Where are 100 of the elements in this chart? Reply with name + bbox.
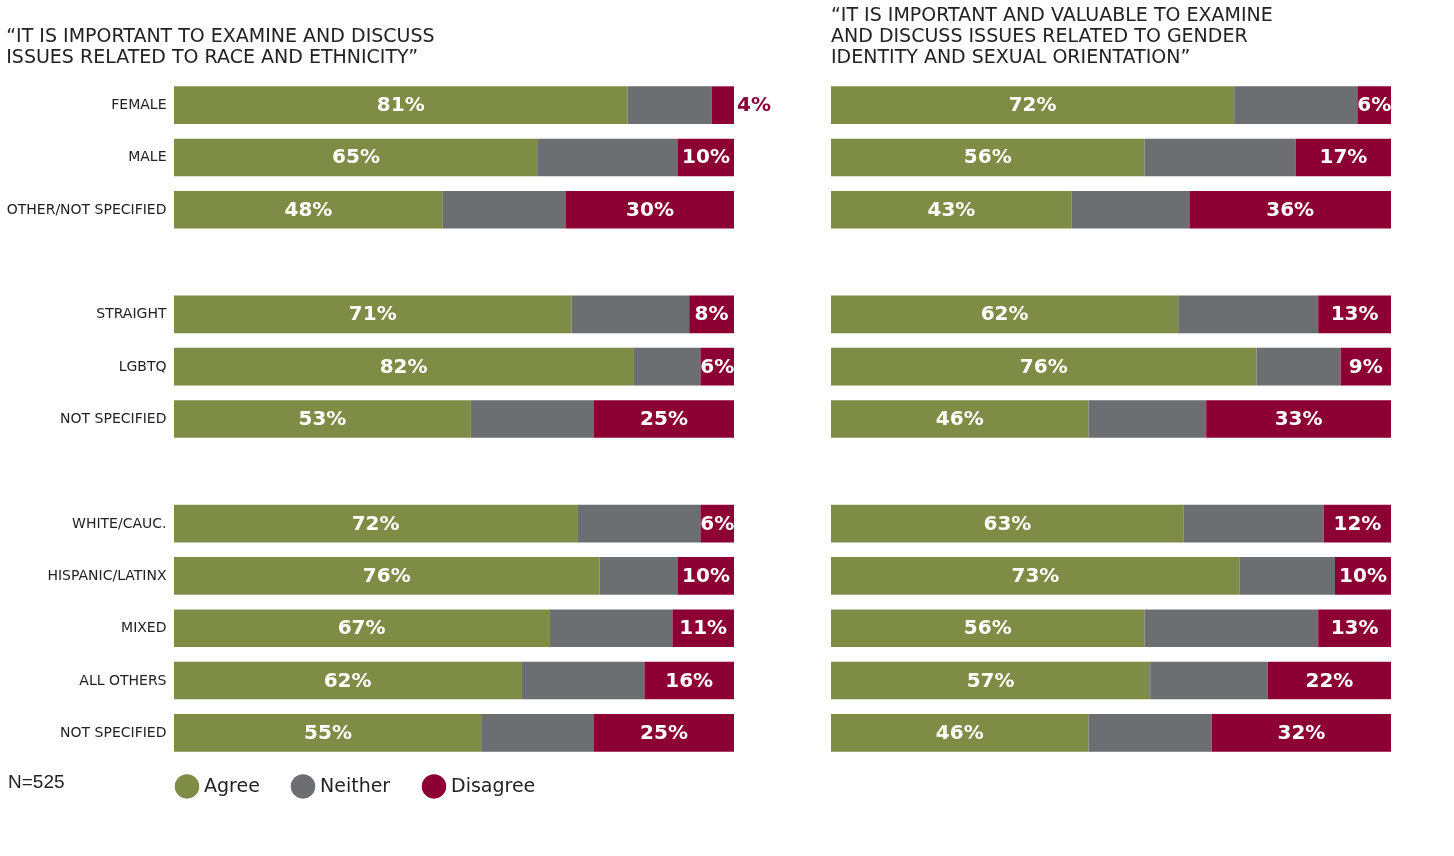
data-label: 4% <box>737 92 771 117</box>
data-label: 10% <box>682 562 730 587</box>
bar <box>174 86 628 124</box>
y-tick-label: LGBTQ <box>118 357 167 374</box>
bar <box>594 400 734 438</box>
bar <box>174 138 538 177</box>
bar <box>711 86 734 124</box>
data-label: 13% <box>1330 301 1379 326</box>
bar <box>1211 714 1391 752</box>
chart-title: “IT IS IMPORTANT TO EXAMINE AND DISCUSS ISSUES RELATED TO RACE AND ETHNICITY” <box>6 24 435 67</box>
bar <box>538 138 678 177</box>
bar <box>174 609 550 648</box>
y-tick-label: MALE <box>128 148 167 165</box>
data-label: 13% <box>1330 615 1379 640</box>
bar <box>174 661 522 700</box>
bar <box>1239 557 1335 595</box>
data-label: 71% <box>348 301 397 326</box>
bar <box>831 400 1089 438</box>
y-tick-label: NOT SPECIFIED <box>60 723 167 740</box>
data-label: 11% <box>679 615 728 640</box>
data-label: 10% <box>1339 562 1387 587</box>
legend-label: Neither <box>320 774 391 797</box>
bar <box>571 295 690 334</box>
bar <box>566 190 734 229</box>
data-label: 65% <box>332 144 380 169</box>
bar <box>1234 86 1358 124</box>
data-label: 57% <box>966 667 1015 692</box>
data-label: 62% <box>980 301 1029 326</box>
bar <box>1088 400 1207 438</box>
data-label: 48% <box>284 196 333 221</box>
data-label: 36% <box>1266 196 1315 221</box>
bar <box>1088 714 1212 752</box>
legend-label: Disagree <box>451 774 536 797</box>
bar <box>482 714 594 752</box>
data-label: 72% <box>351 510 400 535</box>
y-tick-label: WHITE/CAUC. <box>72 514 167 531</box>
bar <box>174 347 634 386</box>
data-label: 46% <box>935 406 984 430</box>
data-label: 53% <box>298 406 347 430</box>
data-label: 32% <box>1277 719 1326 744</box>
data-label: 6% <box>1357 92 1392 117</box>
y-tick-label: MIXED <box>121 619 167 636</box>
bar <box>1256 347 1341 386</box>
bar <box>470 400 594 438</box>
data-label: 16% <box>665 667 714 692</box>
bar <box>633 347 701 386</box>
bar <box>831 609 1145 648</box>
data-label: 10% <box>682 144 730 169</box>
bar <box>174 714 482 752</box>
bar <box>174 557 600 595</box>
data-label: 46% <box>935 719 984 744</box>
data-label: 81% <box>376 92 425 117</box>
bar <box>594 714 734 752</box>
data-label: 25% <box>640 719 688 744</box>
bar <box>1267 661 1391 700</box>
bar <box>831 504 1184 543</box>
bar <box>174 295 572 334</box>
data-label: 12% <box>1333 510 1382 535</box>
y-tick-label: NOT SPECIFIED <box>60 410 167 426</box>
data-label: 30% <box>626 196 674 221</box>
data-label: 82% <box>379 353 428 378</box>
bar <box>831 714 1089 752</box>
data-label: 6% <box>700 353 735 378</box>
data-label: 33% <box>1274 406 1323 430</box>
bar <box>831 86 1235 124</box>
bar <box>831 347 1257 386</box>
data-label: 9% <box>1348 353 1383 378</box>
data-label: 62% <box>323 667 372 692</box>
bar <box>1183 504 1324 543</box>
bar <box>1189 190 1391 229</box>
data-label: 55% <box>304 719 352 744</box>
y-tick-label: FEMALE <box>111 96 167 113</box>
legend-label: Agree <box>204 774 260 797</box>
bar <box>831 138 1145 177</box>
bar <box>521 661 645 700</box>
y-tick-label: OTHER/NOT SPECIFIED <box>6 200 167 217</box>
bar <box>831 557 1240 595</box>
bar <box>1178 295 1319 334</box>
data-label: 67% <box>337 615 386 640</box>
data-label: 17% <box>1319 144 1368 169</box>
data-label: 22% <box>1305 667 1354 692</box>
bar <box>1071 190 1190 229</box>
data-label: 73% <box>1011 562 1060 587</box>
data-label: 43% <box>927 196 976 221</box>
y-tick-label: STRAIGHT <box>96 305 167 322</box>
y-tick-label: ALL OTHERS <box>79 671 167 688</box>
data-label: 56% <box>963 144 1012 169</box>
bar <box>1144 609 1319 648</box>
bar <box>1150 661 1268 700</box>
bar <box>174 190 443 229</box>
data-label: 8% <box>694 301 729 326</box>
data-label: 76% <box>362 562 411 587</box>
data-label: 25% <box>640 406 688 430</box>
bar <box>549 609 673 648</box>
bar <box>1144 138 1296 177</box>
bar <box>174 400 471 438</box>
data-label: 72% <box>1008 92 1057 117</box>
data-label: 63% <box>983 510 1032 535</box>
bar <box>577 504 701 543</box>
text: N=525 <box>8 771 65 793</box>
